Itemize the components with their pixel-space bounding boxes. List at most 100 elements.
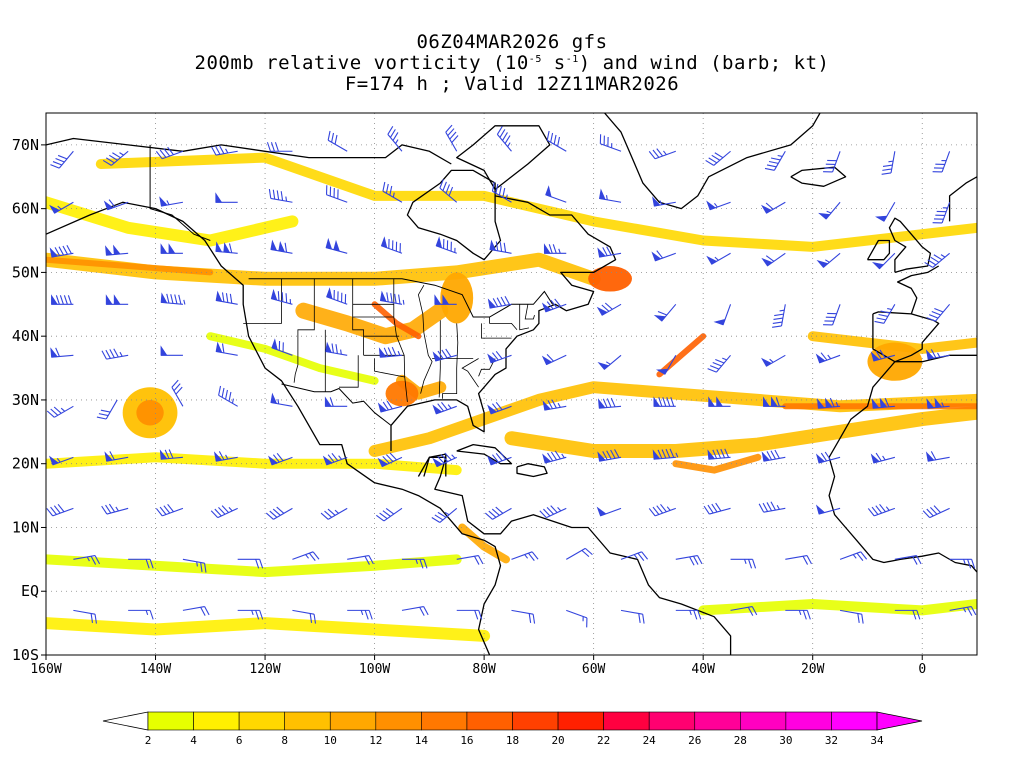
- colorbar-box-3: [284, 711, 331, 731]
- wind-barb-2: [160, 292, 186, 305]
- wind-barb-118: [432, 401, 457, 415]
- barb-full: [225, 293, 229, 303]
- wind-barb-61: [382, 181, 403, 203]
- wind-barb-17: [46, 503, 74, 517]
- wind-barb-22: [320, 507, 348, 520]
- colorbar-label-20: 20: [551, 734, 564, 747]
- barb-full: [934, 307, 944, 313]
- barb-full: [200, 562, 203, 572]
- wind-barb-151: [456, 554, 484, 565]
- barb-full: [276, 452, 284, 462]
- barb-full: [775, 397, 780, 407]
- barb-full: [419, 559, 424, 569]
- barb-full: [601, 304, 610, 312]
- wind-barb-43: [325, 237, 348, 254]
- barb-flag: [159, 449, 168, 460]
- wind-barb-122: [653, 396, 676, 407]
- wind-barb-16: [268, 452, 293, 466]
- barb-full: [112, 152, 121, 159]
- wind-barb-58: [215, 192, 238, 203]
- wind-barb-4: [50, 347, 74, 358]
- colorbar-box-7: [466, 711, 513, 731]
- barb-full: [204, 563, 207, 573]
- barb-full: [383, 347, 389, 357]
- barb-half: [835, 401, 839, 407]
- barb-flag: [707, 449, 716, 460]
- wind-barb-145: [648, 503, 676, 517]
- barb-half: [605, 361, 611, 365]
- barb-full: [474, 610, 479, 620]
- barb-full: [53, 406, 62, 414]
- barb-full: [178, 294, 182, 305]
- barb-flag: [934, 397, 943, 408]
- barb-flag: [708, 396, 716, 407]
- colorbar-label-26: 26: [688, 734, 701, 747]
- barb-full: [163, 148, 171, 157]
- barb-full: [492, 352, 499, 361]
- barb-full: [765, 255, 775, 262]
- barb-half: [606, 195, 608, 200]
- coastline-uk: [888, 217, 932, 274]
- wind-barb-42: [270, 239, 293, 254]
- barb-half: [397, 350, 401, 356]
- barb-full: [445, 184, 451, 194]
- title-line-1: 06Z04MAR2026 gfs: [416, 31, 608, 53]
- barb-full: [550, 132, 554, 143]
- wind-barb-116: [324, 396, 348, 407]
- barb-full: [451, 135, 459, 143]
- vorticity-blob-1: [136, 399, 164, 426]
- barb-full: [335, 344, 338, 354]
- vorticity-blob-4: [440, 272, 474, 324]
- barb-full: [495, 506, 504, 514]
- barb-full: [711, 154, 721, 161]
- barb-half: [183, 299, 186, 305]
- barb-full: [90, 613, 94, 623]
- colorbar-box-2: [238, 711, 285, 731]
- barb-full: [159, 149, 167, 158]
- barb-full: [272, 508, 281, 516]
- barb-full: [488, 510, 497, 518]
- wind-barb-134: [652, 448, 679, 460]
- barb-flag: [706, 200, 717, 211]
- barb-full: [55, 295, 60, 305]
- wind-barb-98: [772, 304, 786, 328]
- barb-half: [225, 148, 229, 154]
- barb-full: [693, 555, 699, 565]
- wind-barb-70: [875, 201, 896, 222]
- barb-full: [170, 294, 174, 304]
- barb-flag: [761, 204, 773, 214]
- wind-barb-23: [73, 554, 101, 565]
- wind-barb-112: [815, 352, 841, 364]
- barb-full: [933, 505, 941, 513]
- barb-half: [887, 308, 892, 311]
- wind-barb-39: [105, 244, 129, 256]
- colorbar-label-8: 8: [281, 734, 288, 747]
- barb-full: [930, 349, 937, 358]
- barb-full: [766, 502, 773, 512]
- wind-barb-119: [487, 401, 512, 415]
- colorbar-label-32: 32: [825, 734, 838, 747]
- wind-barb-168: [894, 609, 921, 620]
- barb-full: [221, 292, 225, 302]
- barb-full: [547, 400, 553, 410]
- barb-full: [656, 148, 664, 157]
- wind-barb-114: [925, 349, 950, 360]
- barb-full: [364, 610, 369, 620]
- coastline-cuba: [456, 443, 513, 465]
- barb-full: [155, 151, 163, 160]
- barb-full: [159, 506, 167, 515]
- barb-full: [447, 128, 455, 137]
- wind-barb-130: [432, 452, 457, 468]
- lat-label-70N: 70N: [12, 136, 39, 154]
- border-us-mexico: [281, 383, 392, 426]
- state-line-0: [243, 278, 282, 324]
- wind-barb-69: [818, 201, 841, 220]
- barb-full: [394, 293, 397, 304]
- barb-full: [548, 244, 553, 254]
- coastline-baffin: [456, 125, 551, 191]
- barb-flag: [51, 294, 58, 305]
- barb-full: [167, 503, 174, 513]
- barb-full: [58, 246, 65, 256]
- coastline-hudson-bay: [406, 169, 502, 261]
- wind-barb-5: [101, 348, 129, 360]
